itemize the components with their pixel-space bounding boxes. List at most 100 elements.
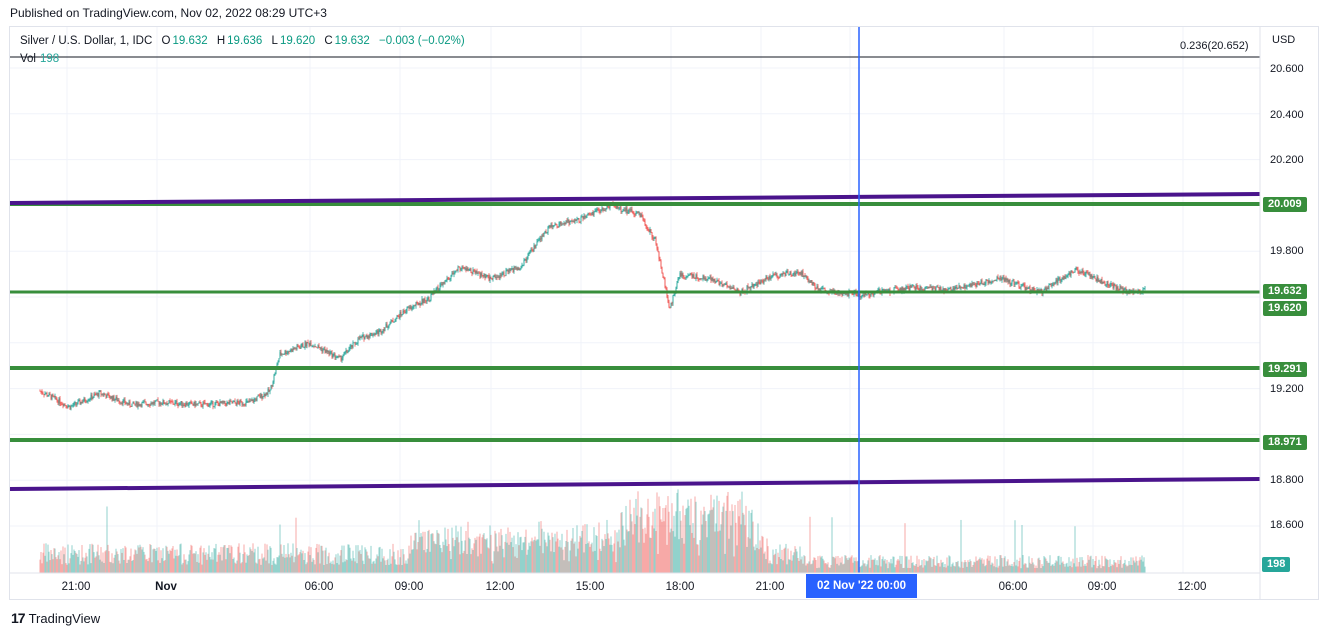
candle-body — [385, 323, 387, 328]
volume-bar — [452, 537, 454, 573]
volume-bar — [533, 539, 535, 573]
volume-bar — [103, 562, 105, 573]
volume-bar — [1126, 566, 1128, 573]
candle-body — [981, 280, 983, 284]
candle-body — [1117, 286, 1119, 289]
candle-body — [97, 393, 99, 397]
volume-bar — [153, 548, 155, 573]
candle-body — [1062, 277, 1064, 280]
volume-bar — [923, 559, 925, 573]
volume-bar — [664, 507, 666, 573]
volume-bar — [658, 496, 660, 573]
candle-body — [793, 272, 795, 275]
candle-body — [470, 268, 472, 273]
volume-bar — [98, 555, 100, 573]
candle-body — [244, 404, 246, 406]
volume-bar — [749, 538, 751, 573]
candle-body — [778, 277, 780, 279]
candle-body — [598, 209, 600, 212]
volume-bar — [1098, 559, 1100, 573]
candle-body — [545, 230, 547, 234]
volume-bar — [864, 563, 866, 573]
candle-body — [445, 280, 447, 282]
candle-body — [1005, 278, 1007, 281]
volume-bar — [960, 519, 962, 573]
candle-body — [926, 286, 928, 288]
volume-bar — [363, 564, 365, 573]
candle-body — [1072, 272, 1074, 273]
volume-bar — [144, 554, 146, 573]
candle-body — [572, 220, 574, 222]
volume-bar — [102, 552, 104, 573]
candle-body — [317, 345, 319, 348]
candle-body — [843, 293, 845, 295]
volume-bar — [544, 539, 546, 573]
volume-bar — [776, 564, 778, 573]
candle-body — [408, 307, 410, 309]
tradingview-brand[interactable]: 17 TradingView — [11, 610, 100, 626]
candle-body — [511, 268, 513, 270]
candle-body — [815, 288, 817, 289]
volume-bar — [648, 516, 650, 573]
candle-body — [120, 402, 122, 404]
volume-bar — [125, 547, 127, 573]
chart-pane[interactable]: Silver / U.S. Dollar, 1, IDC O 19.632 H 19… — [9, 26, 1319, 600]
volume-bar — [108, 551, 110, 573]
price-chart[interactable] — [10, 27, 1319, 600]
candle-body — [135, 401, 137, 405]
volume-bar — [1079, 557, 1081, 573]
candle-body — [753, 284, 755, 288]
candle-body — [988, 280, 990, 284]
candle-body — [280, 352, 282, 355]
volume-bar — [127, 559, 129, 573]
volume-bar — [798, 560, 800, 573]
candle-body — [777, 277, 779, 278]
volume-bar — [40, 552, 42, 573]
candle-body — [1004, 278, 1006, 282]
volume-bar — [314, 564, 316, 573]
volume-bar — [406, 563, 408, 573]
volume-bar — [73, 549, 75, 573]
upper-trend-line[interactable] — [10, 192, 1261, 205]
volume-bar — [764, 551, 766, 573]
volume-bar — [267, 549, 269, 573]
volume-bar — [548, 535, 550, 573]
volume-bar — [1078, 561, 1080, 573]
volume-bar — [1087, 555, 1089, 573]
candle-body — [1121, 287, 1123, 289]
volume-bar — [340, 550, 342, 573]
candle-body — [57, 400, 59, 404]
volume-bar — [874, 558, 876, 573]
volume-bar — [100, 547, 102, 573]
candle-body — [509, 269, 511, 271]
candle-body — [705, 278, 707, 281]
candle-body — [332, 354, 334, 358]
candle-body — [707, 278, 709, 281]
candle-body — [798, 273, 800, 274]
candle-body — [345, 350, 347, 353]
candle-body — [453, 273, 455, 275]
volume-bar — [195, 551, 197, 573]
candle-body — [918, 289, 920, 291]
candle-body — [427, 297, 429, 300]
candle-body — [436, 287, 438, 289]
volume-bar — [68, 563, 70, 573]
candle-body — [927, 286, 929, 288]
candle-body — [555, 223, 557, 225]
volume-legend[interactable]: Vol 198 — [20, 53, 59, 65]
lower-trend-line[interactable] — [10, 477, 1261, 491]
volume-bar — [446, 546, 448, 573]
volume-bar — [489, 525, 491, 573]
candle-body — [1115, 285, 1117, 290]
candle-body — [205, 403, 207, 405]
candle-body — [513, 266, 515, 272]
volume-bar — [216, 561, 218, 573]
candle-body — [459, 266, 461, 270]
candle-body — [734, 288, 736, 290]
symbol-legend[interactable]: Silver / U.S. Dollar, 1, IDC O 19.632 H 19… — [20, 35, 465, 47]
candle-body — [419, 302, 421, 306]
candle-body — [671, 303, 673, 304]
candle-body — [1070, 270, 1072, 276]
volume-bar — [562, 549, 564, 573]
volume-bar — [158, 547, 160, 573]
